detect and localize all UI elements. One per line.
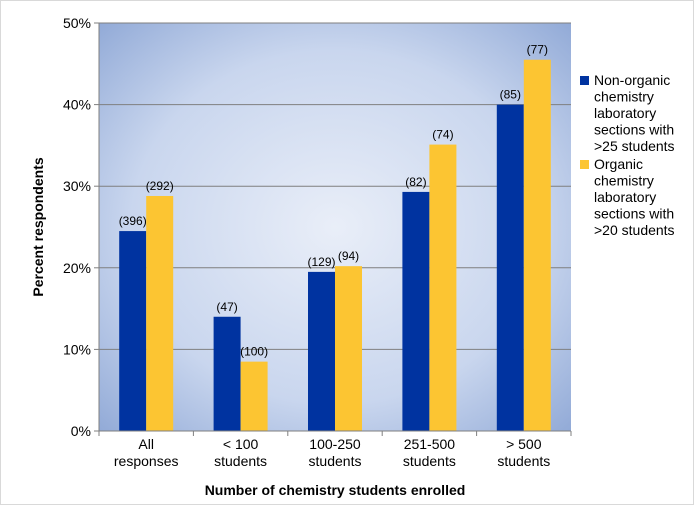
data-label: (85) <box>500 88 521 102</box>
data-label: (100) <box>240 345 268 359</box>
y-tick-label: 40% <box>63 97 91 113</box>
bar <box>213 316 241 431</box>
legend-label: >20 students <box>594 222 675 238</box>
data-label: (77) <box>527 43 548 57</box>
y-tick-labels: 0% 10% 20% 30% 40% 50% <box>63 15 99 439</box>
legend-swatch <box>580 160 589 169</box>
legend-label: laboratory <box>594 105 656 121</box>
bar <box>240 361 268 431</box>
legend-swatch <box>580 76 589 85</box>
x-category-label: > 500 <box>506 436 542 452</box>
legend-label: chemistry <box>594 89 654 105</box>
x-axis-title: Number of chemistry students enrolled <box>205 482 466 498</box>
y-tick-label: 50% <box>63 15 91 31</box>
x-category-label: 100-250 <box>309 436 361 452</box>
x-category-label: All <box>138 436 154 452</box>
x-category-label: students <box>497 453 550 469</box>
bar <box>402 191 430 431</box>
legend-label: Organic <box>594 156 643 172</box>
data-label: (82) <box>405 175 426 189</box>
bar <box>429 144 457 432</box>
x-category-label: students <box>309 453 362 469</box>
data-label: (47) <box>216 300 237 314</box>
y-tick-label: 0% <box>71 423 91 439</box>
data-label: (396) <box>119 214 147 228</box>
legend-label: chemistry <box>594 173 654 189</box>
data-labels: (396) (292) (47) (100) (129) (94) (82) (74) (85)… <box>119 43 548 359</box>
legend-label: sections with <box>594 122 674 138</box>
bar <box>335 266 362 431</box>
data-label: (94) <box>338 249 359 263</box>
bar <box>119 231 147 431</box>
bar <box>308 271 335 431</box>
y-tick-label: 20% <box>63 260 91 276</box>
legend-label: >25 students <box>594 138 675 154</box>
bar <box>523 59 551 431</box>
y-axis-title: Percent respondents <box>30 157 46 296</box>
x-category-label: < 100 <box>223 436 259 452</box>
x-category-label: students <box>214 453 267 469</box>
legend-label: Non-organic <box>594 72 670 88</box>
bar <box>496 104 524 431</box>
legend-label: laboratory <box>594 189 656 205</box>
axes <box>98 23 572 436</box>
data-label: (74) <box>432 128 453 142</box>
x-category-label: students <box>403 453 456 469</box>
x-category-label: responses <box>114 453 179 469</box>
data-label: (129) <box>307 255 335 269</box>
data-label: (292) <box>146 179 174 193</box>
y-tick-label: 10% <box>63 341 91 357</box>
x-category-label: 251-500 <box>404 436 456 452</box>
bars <box>119 59 551 432</box>
legend-label: sections with <box>594 206 674 222</box>
y-tick-label: 30% <box>63 178 91 194</box>
bar <box>146 195 174 431</box>
